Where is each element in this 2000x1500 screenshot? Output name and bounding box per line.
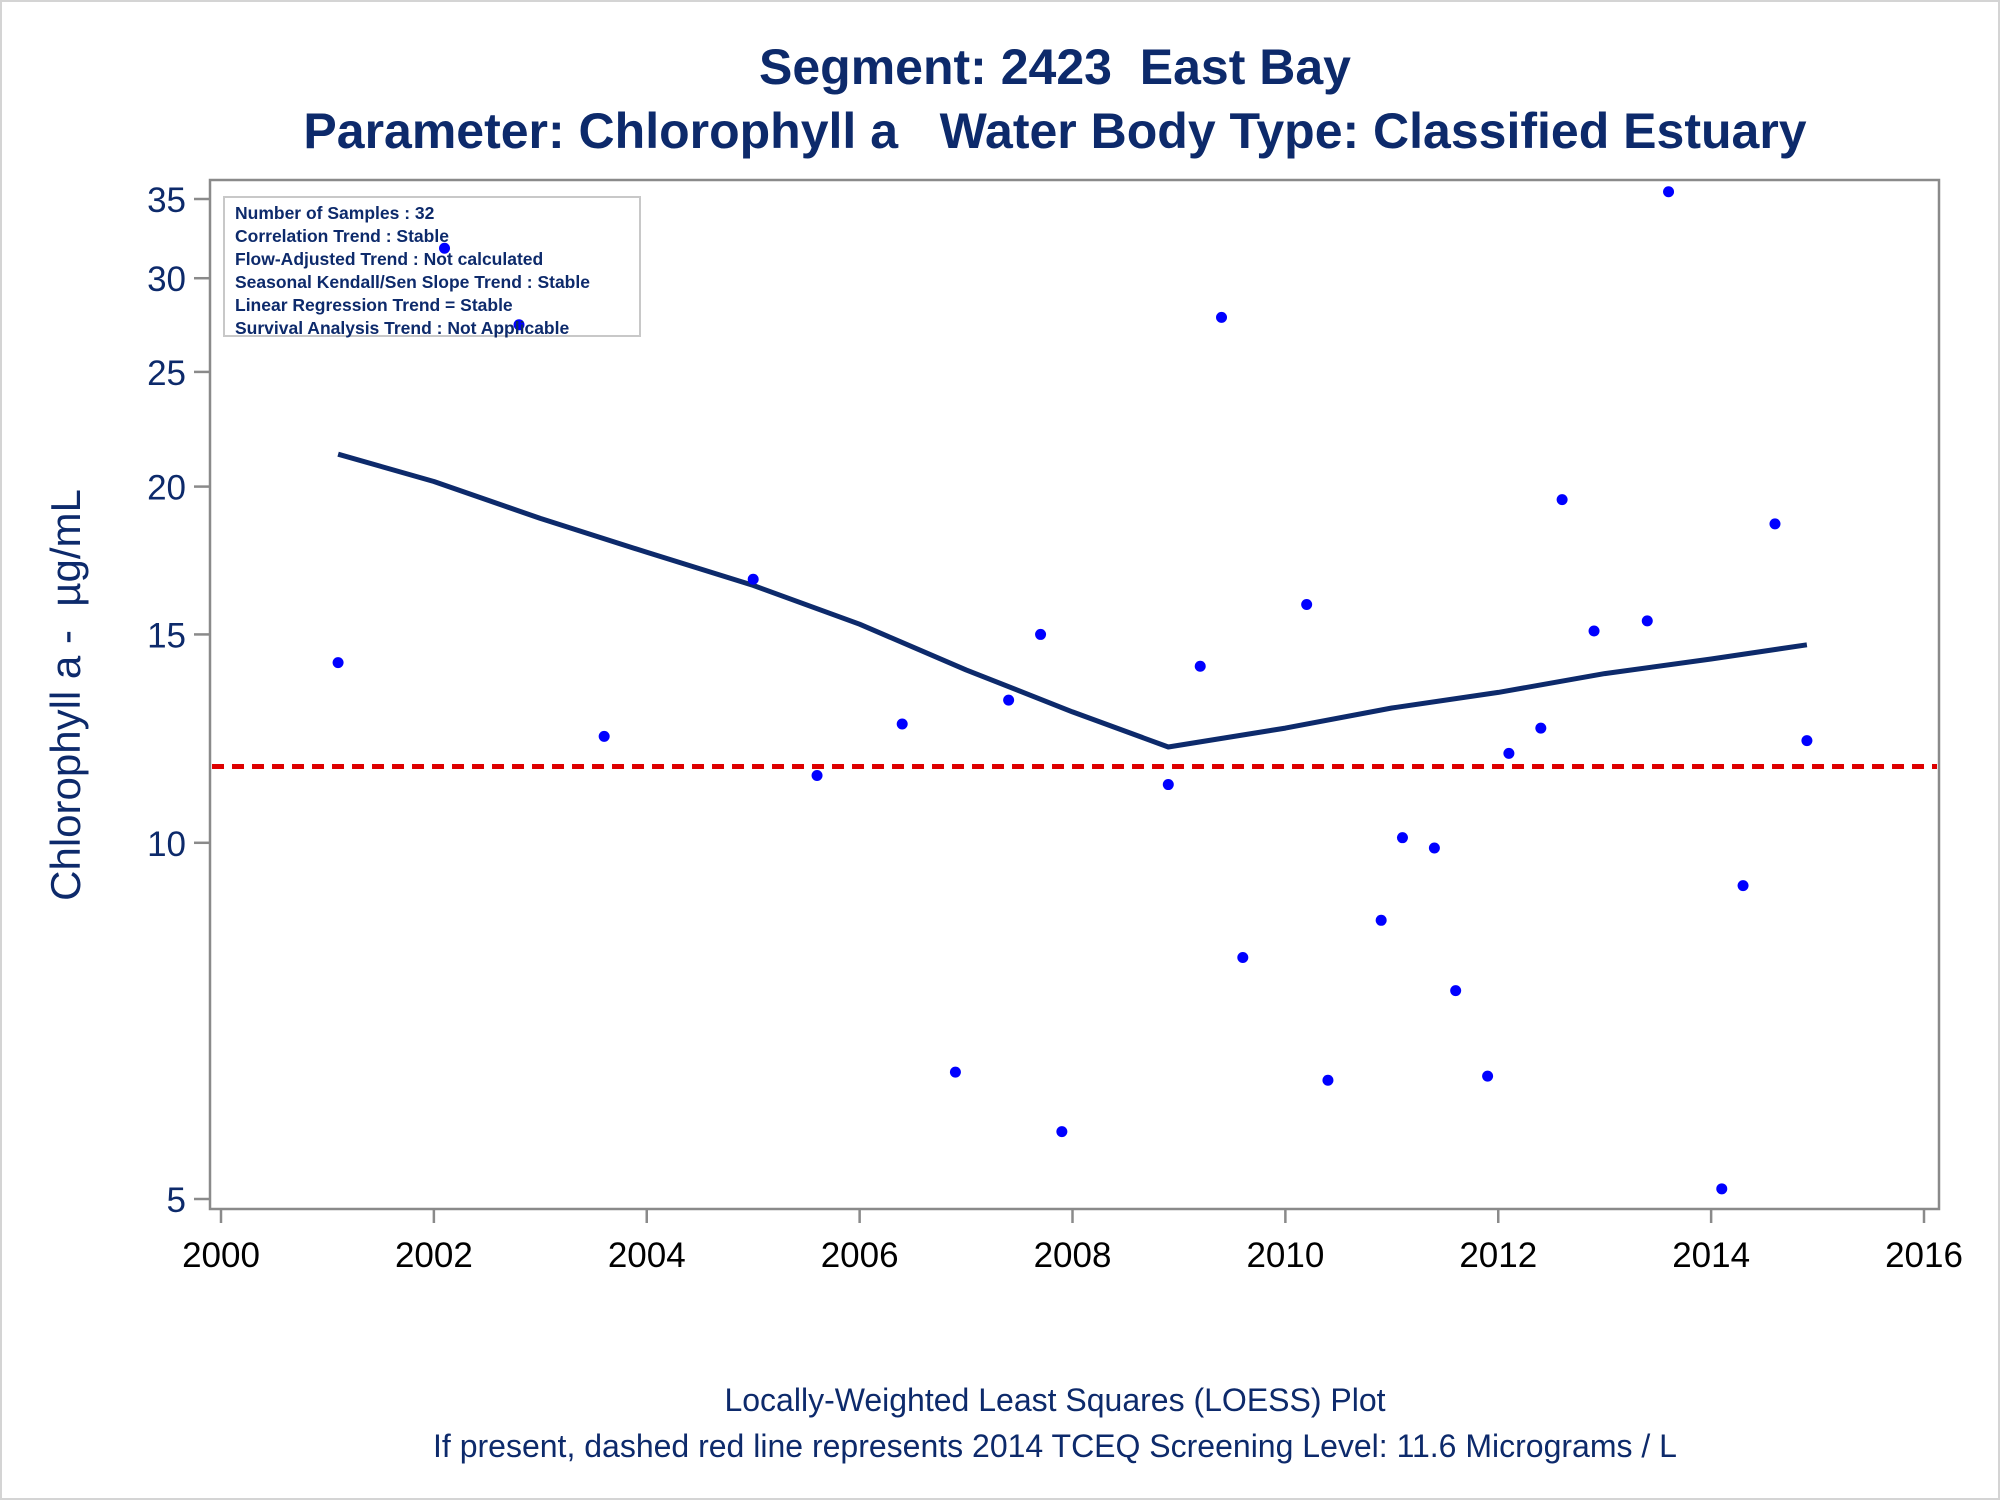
data-point [1162, 779, 1174, 791]
data-point [1503, 747, 1515, 759]
data-point [1482, 1070, 1494, 1082]
data-point [1588, 625, 1600, 637]
data-point [1301, 598, 1313, 610]
data-point [1801, 735, 1813, 747]
data-point [1428, 842, 1440, 854]
y-tick-label: 15 [147, 616, 186, 655]
footnote-method: Locally-Weighted Least Squares (LOESS) P… [724, 1382, 1386, 1418]
data-point [1237, 951, 1249, 963]
data-point [1450, 985, 1462, 997]
data-point [1716, 1183, 1728, 1195]
data-point [811, 769, 823, 781]
y-tick-label: 5 [167, 1181, 186, 1220]
loess-line [337, 451, 1808, 750]
plot-frame [208, 178, 1941, 1211]
stat-seasonal-kendall-trend: Seasonal Kendall/Sen Slope Trend : Stabl… [235, 272, 590, 292]
data-point [332, 657, 344, 669]
stat-survival-analysis-trend: Survival Analysis Trend : Not Applicable [235, 318, 570, 338]
data-point [439, 242, 451, 254]
x-tick-label: 2016 [1885, 1236, 1963, 1275]
data-point [1737, 880, 1749, 892]
data-point [1003, 694, 1015, 706]
x-tick-label: 2002 [395, 1236, 473, 1275]
data-point [1375, 914, 1387, 926]
x-tick-label: 2008 [1034, 1236, 1112, 1275]
x-tick-label: 2006 [821, 1236, 899, 1275]
y-tick-label: 25 [147, 354, 186, 393]
y-tick-label: 10 [147, 825, 186, 864]
data-point [1663, 186, 1675, 198]
data-point [1322, 1074, 1334, 1086]
x-tick-label: 2014 [1672, 1236, 1750, 1275]
data-point [1769, 518, 1781, 530]
data-point [1556, 494, 1568, 506]
stat-flow-adjusted-trend: Flow-Adjusted Trend : Not calculated [235, 249, 544, 269]
data-point [896, 718, 908, 730]
data-point [598, 730, 610, 742]
data-point [1396, 832, 1408, 844]
data-point [1035, 628, 1047, 640]
y-tick-label: 35 [147, 181, 186, 220]
x-tick-label: 2010 [1246, 1236, 1324, 1275]
y-tick-label: 30 [147, 260, 186, 299]
data-point [1194, 660, 1206, 672]
stat-correlation-trend: Correlation Trend : Stable [235, 226, 449, 246]
data-point [747, 573, 759, 585]
data-point [1641, 615, 1653, 627]
data-point [1216, 311, 1228, 323]
y-tick-label: 20 [147, 469, 186, 508]
stat-linear-regression-trend: Linear Regression Trend = Stable [235, 295, 513, 315]
data-point [1056, 1126, 1068, 1138]
chart-subtitle: Parameter: Chlorophyll a Water Body Type… [303, 103, 1807, 159]
x-tick-label: 2000 [182, 1236, 260, 1275]
x-tick-label: 2004 [608, 1236, 686, 1275]
footnote-screening: If present, dashed red line represents 2… [433, 1428, 1677, 1464]
data-point [1535, 722, 1547, 734]
data-point [513, 319, 525, 331]
stat-samples: Number of Samples : 32 [235, 203, 435, 223]
data-point [949, 1066, 961, 1078]
chart-title: Segment: 2423 East Bay [759, 39, 1351, 95]
trend-stats-box: Number of Samples : 32 Correlation Trend… [223, 196, 641, 338]
x-tick-label: 2012 [1459, 1236, 1537, 1275]
